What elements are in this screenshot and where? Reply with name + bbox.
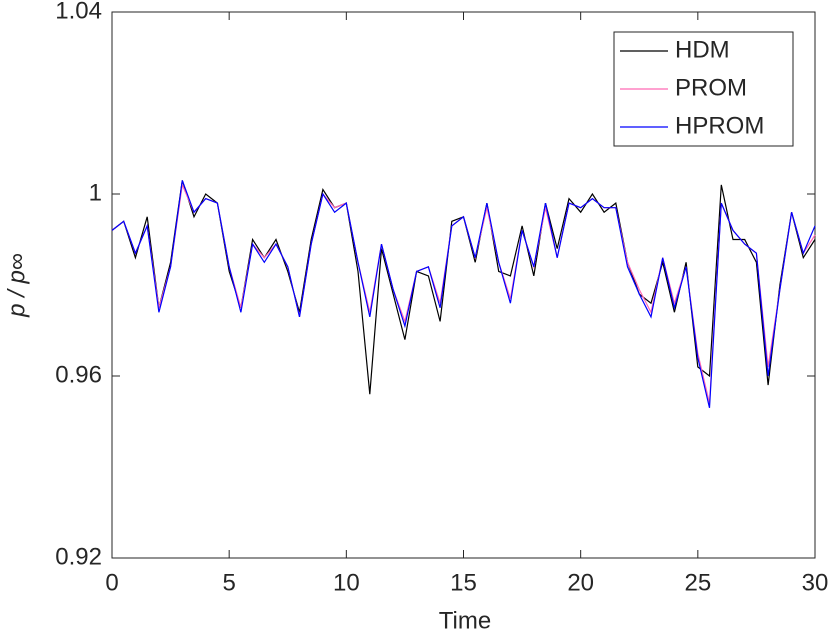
x-tick-label: 10 bbox=[333, 569, 360, 596]
x-tick-label: 20 bbox=[567, 569, 594, 596]
x-tick-label: 25 bbox=[684, 569, 711, 596]
x-tick-label: 5 bbox=[222, 569, 235, 596]
legend-label: HDM bbox=[675, 36, 730, 63]
x-tick-label: 30 bbox=[802, 569, 829, 596]
y-tick-label: 1.04 bbox=[55, 0, 102, 24]
y-tick-label: 1 bbox=[89, 179, 102, 206]
series-line bbox=[111, 180, 816, 409]
y-tick-label: 0.92 bbox=[55, 543, 102, 570]
legend-label: PROM bbox=[675, 74, 747, 101]
legend-label: HPROM bbox=[675, 112, 764, 139]
y-tick-label: 0.96 bbox=[55, 361, 102, 388]
x-tick-label: 15 bbox=[450, 569, 477, 596]
x-tick-label: 0 bbox=[105, 569, 118, 596]
x-axis-label: Time bbox=[439, 607, 491, 634]
y-axis-label: p / p∞ bbox=[3, 253, 30, 318]
